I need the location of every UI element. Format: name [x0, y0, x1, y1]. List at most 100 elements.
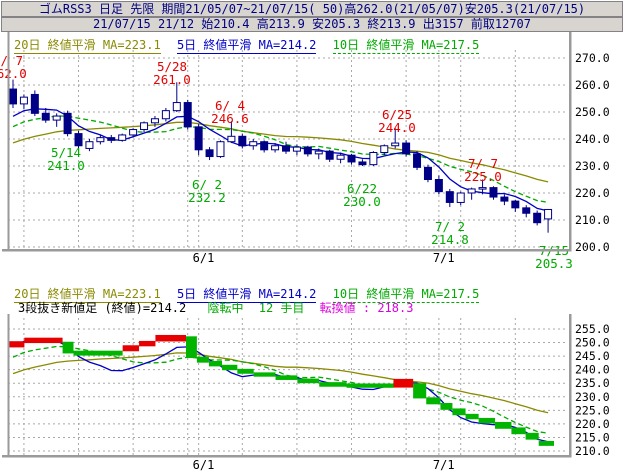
swing-annotation: 6/ 2 232.2	[188, 177, 226, 205]
legend-ma20: 20日 終値平滑 MA=223.1	[14, 287, 161, 303]
trend-state: 陰転中	[207, 301, 244, 315]
line-break-block	[465, 413, 479, 420]
line-break-block	[24, 337, 63, 344]
quote-text: 21/07/15 21/12 始210.4 高213.9 安205.3 終213…	[92, 17, 531, 31]
candle-body	[96, 137, 105, 143]
candle-body	[227, 135, 236, 143]
candle-body	[445, 191, 454, 203]
candle-body	[140, 122, 149, 131]
plot-frame-left	[7, 32, 10, 251]
line-break-block	[538, 440, 555, 446]
line-break-block	[222, 364, 238, 371]
line-break-block	[440, 403, 453, 410]
swing-annotation: 7/ 7 225.0	[464, 156, 502, 184]
price-axis-label: 230.0	[575, 159, 610, 173]
price-axis-label: 270.0	[575, 51, 610, 65]
line-break-block	[122, 345, 140, 352]
candle-body	[172, 102, 181, 112]
swing-annotation: 5/ 7262.0	[0, 53, 27, 81]
price-axis-label: 245.0	[575, 349, 610, 363]
bottom-chart-legend: 20日 終値平滑 MA=223.1 5日 終値平滑 MA=214.2 10日 終…	[14, 285, 488, 303]
candle-body	[194, 126, 203, 151]
line-break-block	[253, 372, 276, 377]
candle-body	[30, 93, 39, 114]
price-axis-label: 230.0	[575, 390, 610, 404]
line-break-block	[478, 417, 496, 424]
ma20-line	[12, 121, 549, 183]
price-axis-label: 210.0	[575, 213, 610, 227]
swing-annotation: 5/28 261.0	[153, 59, 191, 87]
legend-ma5: 5日 終値平滑 MA=214.2	[176, 38, 317, 54]
candle-body	[478, 187, 487, 190]
candle-body	[500, 196, 509, 202]
date-axis-label: 6/1	[193, 251, 215, 265]
price-axis-label: 210.0	[575, 444, 610, 458]
line-break-block	[208, 360, 223, 367]
candle-body	[325, 150, 334, 160]
line-break-block	[237, 368, 254, 374]
legend-ma10: 10日 終値平滑 MA=217.5	[332, 287, 480, 303]
candle-body	[9, 88, 17, 105]
candle-body	[413, 153, 422, 168]
price-axis-label: 255.0	[575, 322, 610, 336]
line-break-block	[413, 383, 427, 399]
candle-body	[19, 96, 28, 105]
price-axis-label: 220.0	[575, 186, 610, 200]
price-axis-label: 240.0	[575, 132, 610, 146]
candle-body	[282, 145, 290, 152]
ma5-line	[12, 108, 549, 212]
candle-body	[216, 141, 225, 158]
price-axis-label: 235.0	[575, 376, 610, 390]
swing-annotation: 6/ 4 246.6	[211, 98, 249, 126]
candle-body	[467, 188, 476, 194]
title-bar: ゴムRSS3 日足 先限 期間21/05/07~21/07/15( 50)高26…	[1, 1, 623, 17]
line-break-block	[62, 341, 74, 354]
line-break-block	[139, 340, 156, 347]
candle-body	[314, 150, 323, 155]
swing-annotation: 5/14 241.0	[47, 145, 85, 173]
candle-body	[150, 118, 159, 124]
line-break-block	[426, 397, 441, 405]
swing-annotation: 7/15 205.3	[535, 243, 573, 271]
title-text: ゴムRSS3 日足 先限 期間21/05/07~21/07/15( 50)高26…	[38, 2, 586, 16]
candle-body	[336, 154, 345, 160]
line-break-block	[196, 356, 209, 363]
price-axis-label: 225.0	[575, 403, 610, 417]
reversal-value: 転換値 : 218.3	[319, 301, 414, 315]
candle-body	[522, 207, 531, 214]
price-axis-label: 250.0	[575, 336, 610, 350]
legend-ma10: 10日 終値平滑 MA=217.5	[332, 38, 480, 54]
line-break-block	[495, 421, 512, 429]
ma10-line	[12, 115, 549, 203]
candle-body	[292, 146, 301, 152]
candle-body	[380, 145, 389, 153]
candle-body	[271, 145, 280, 151]
candle-body	[238, 135, 247, 147]
quote-bar: 21/07/15 21/12 始210.4 高213.9 安205.3 終213…	[1, 17, 623, 32]
candle-body	[41, 112, 50, 121]
price-axis-label: 215.0	[575, 430, 610, 444]
plot-frame-bottom	[2, 455, 572, 458]
plot-frame-bottom	[2, 249, 572, 252]
date-axis-label: 7/1	[433, 458, 455, 472]
line-break-block	[452, 408, 466, 416]
candle-body	[347, 154, 356, 163]
legend-ma5: 5日 終値平滑 MA=214.2	[176, 287, 317, 303]
candle-body	[260, 141, 269, 151]
price-axis-label: 220.0	[575, 417, 610, 431]
price-axis-label: 250.0	[575, 105, 610, 119]
line-break-block	[346, 383, 394, 388]
legend-ma20: 20日 終値平滑 MA=223.1	[14, 38, 161, 54]
candle-body	[489, 187, 498, 198]
plot-frame-right	[569, 314, 572, 457]
candle-body	[533, 212, 542, 224]
candle-body	[107, 137, 116, 141]
line-break-block	[275, 375, 298, 380]
candle-body	[423, 166, 432, 181]
candle-body	[85, 141, 94, 149]
candle-body	[63, 112, 72, 135]
ma20-line	[12, 352, 549, 414]
candle-body	[118, 134, 127, 141]
